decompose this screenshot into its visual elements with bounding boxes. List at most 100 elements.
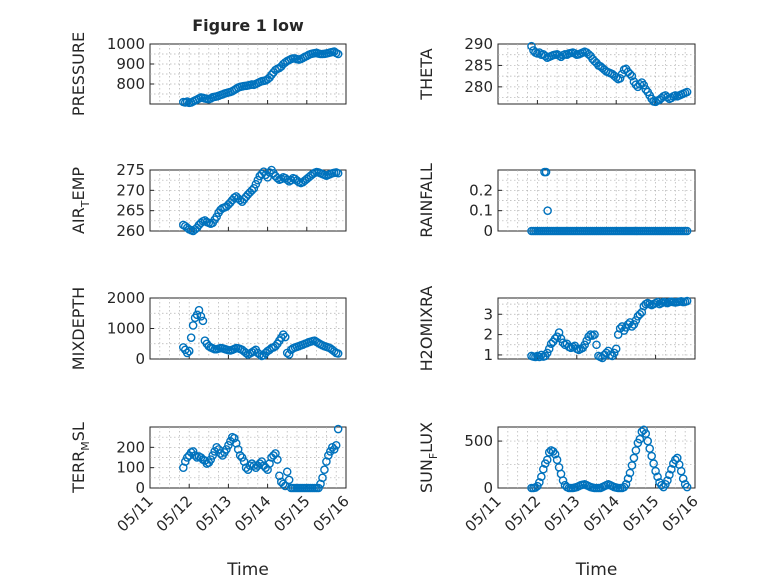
figure-title: Figure 1 low (192, 16, 304, 35)
y-tick-label: 290 (464, 35, 493, 53)
data-point (540, 51, 550, 61)
subplot-3: 260 265 270 275 AIRTEMP (69, 161, 347, 240)
data-point (179, 343, 188, 352)
data-point (544, 448, 554, 457)
data-point (623, 474, 633, 483)
y-tick-label: 2 (483, 326, 493, 344)
y-tick-label: 1000 (107, 320, 145, 338)
data-point (527, 41, 536, 51)
data-point (542, 348, 552, 358)
data-point (241, 348, 251, 358)
data-point (212, 212, 221, 222)
data-point (663, 92, 672, 102)
data-point (590, 330, 599, 339)
y-tick-label: 265 (116, 202, 145, 220)
data-point (255, 350, 265, 359)
data-point (550, 334, 560, 343)
data-point (657, 480, 666, 490)
y-tick-label: 500 (464, 432, 493, 450)
data-point (320, 465, 329, 475)
data-point (206, 455, 216, 464)
data-point (329, 445, 339, 454)
data-point (665, 470, 674, 480)
data-point (188, 447, 198, 456)
subplot-1: 800 900 1000 PRESSURE (69, 32, 347, 116)
data-point (631, 446, 641, 455)
data-point (667, 464, 676, 474)
subplot-2: 280 285 290 THETA (417, 35, 696, 107)
data-point (188, 321, 198, 330)
y-tick-label: 1000 (107, 35, 145, 53)
data-point (609, 348, 619, 358)
data-point (235, 451, 245, 460)
data-point (280, 332, 290, 342)
data-point (627, 461, 637, 470)
data-point (180, 457, 190, 466)
data-point (627, 322, 637, 331)
data-point (682, 482, 692, 492)
y-tick-label: 800 (116, 75, 145, 93)
data-point (278, 330, 288, 339)
y-tick-label: 0 (135, 350, 145, 368)
data-point (277, 174, 286, 184)
y-axis-label: SUNFLUX (417, 422, 440, 493)
data-point (271, 341, 280, 351)
data-point (251, 179, 261, 189)
data-point (196, 311, 206, 321)
subplot-6: 1 2 3 H2OMIXRA (417, 286, 696, 372)
y-tick-label: 280 (464, 78, 493, 96)
data-point (333, 168, 343, 178)
y-tick-label: 200 (116, 438, 145, 456)
data-point (333, 424, 343, 434)
data-point (682, 226, 692, 236)
data-point (537, 472, 546, 482)
data-point (625, 69, 635, 79)
data-point (558, 338, 568, 348)
y-tick-label: 275 (116, 161, 145, 179)
data-point (682, 87, 692, 97)
data-point (615, 73, 625, 83)
x-axis-label-right: Time (575, 560, 618, 580)
y-tick-label: 1 (483, 346, 493, 364)
data-point (286, 175, 296, 185)
data-point (229, 433, 239, 443)
data-point (257, 457, 267, 466)
data-point (265, 168, 274, 177)
data-point (535, 352, 544, 362)
data-point (570, 49, 580, 58)
data-point (541, 167, 551, 177)
y-tick-label: 900 (116, 55, 145, 73)
data-point (535, 478, 544, 487)
data-point (643, 436, 653, 446)
data-point (625, 468, 635, 478)
data-point (552, 455, 562, 465)
y-axis-label: H2OMIXRA (417, 286, 436, 372)
data-point (542, 455, 552, 465)
y-tick-label: 3 (483, 305, 493, 323)
data-point (645, 444, 654, 453)
data-point (639, 80, 649, 90)
y-tick-label: 0 (483, 222, 493, 240)
y-tick-label: 260 (116, 222, 145, 240)
data-point (627, 71, 637, 81)
y-tick-label: 0.2 (469, 181, 493, 199)
data-point (331, 440, 341, 450)
data-point (629, 320, 639, 329)
data-point (637, 427, 647, 436)
data-point (653, 472, 662, 482)
data-point (649, 459, 658, 468)
subplot-5: 0 1000 2000 MIXDEPTH (69, 287, 347, 370)
data-point (284, 350, 294, 359)
data-point (333, 349, 343, 358)
data-point (222, 445, 231, 454)
y-tick-label: 0 (483, 479, 493, 497)
data-point (651, 466, 660, 476)
y-axis-label: MIXDEPTH (69, 287, 88, 370)
data-point (186, 333, 196, 342)
data-point (224, 440, 233, 450)
data-point (249, 183, 259, 193)
data-point (247, 186, 257, 195)
data-point (249, 461, 259, 470)
